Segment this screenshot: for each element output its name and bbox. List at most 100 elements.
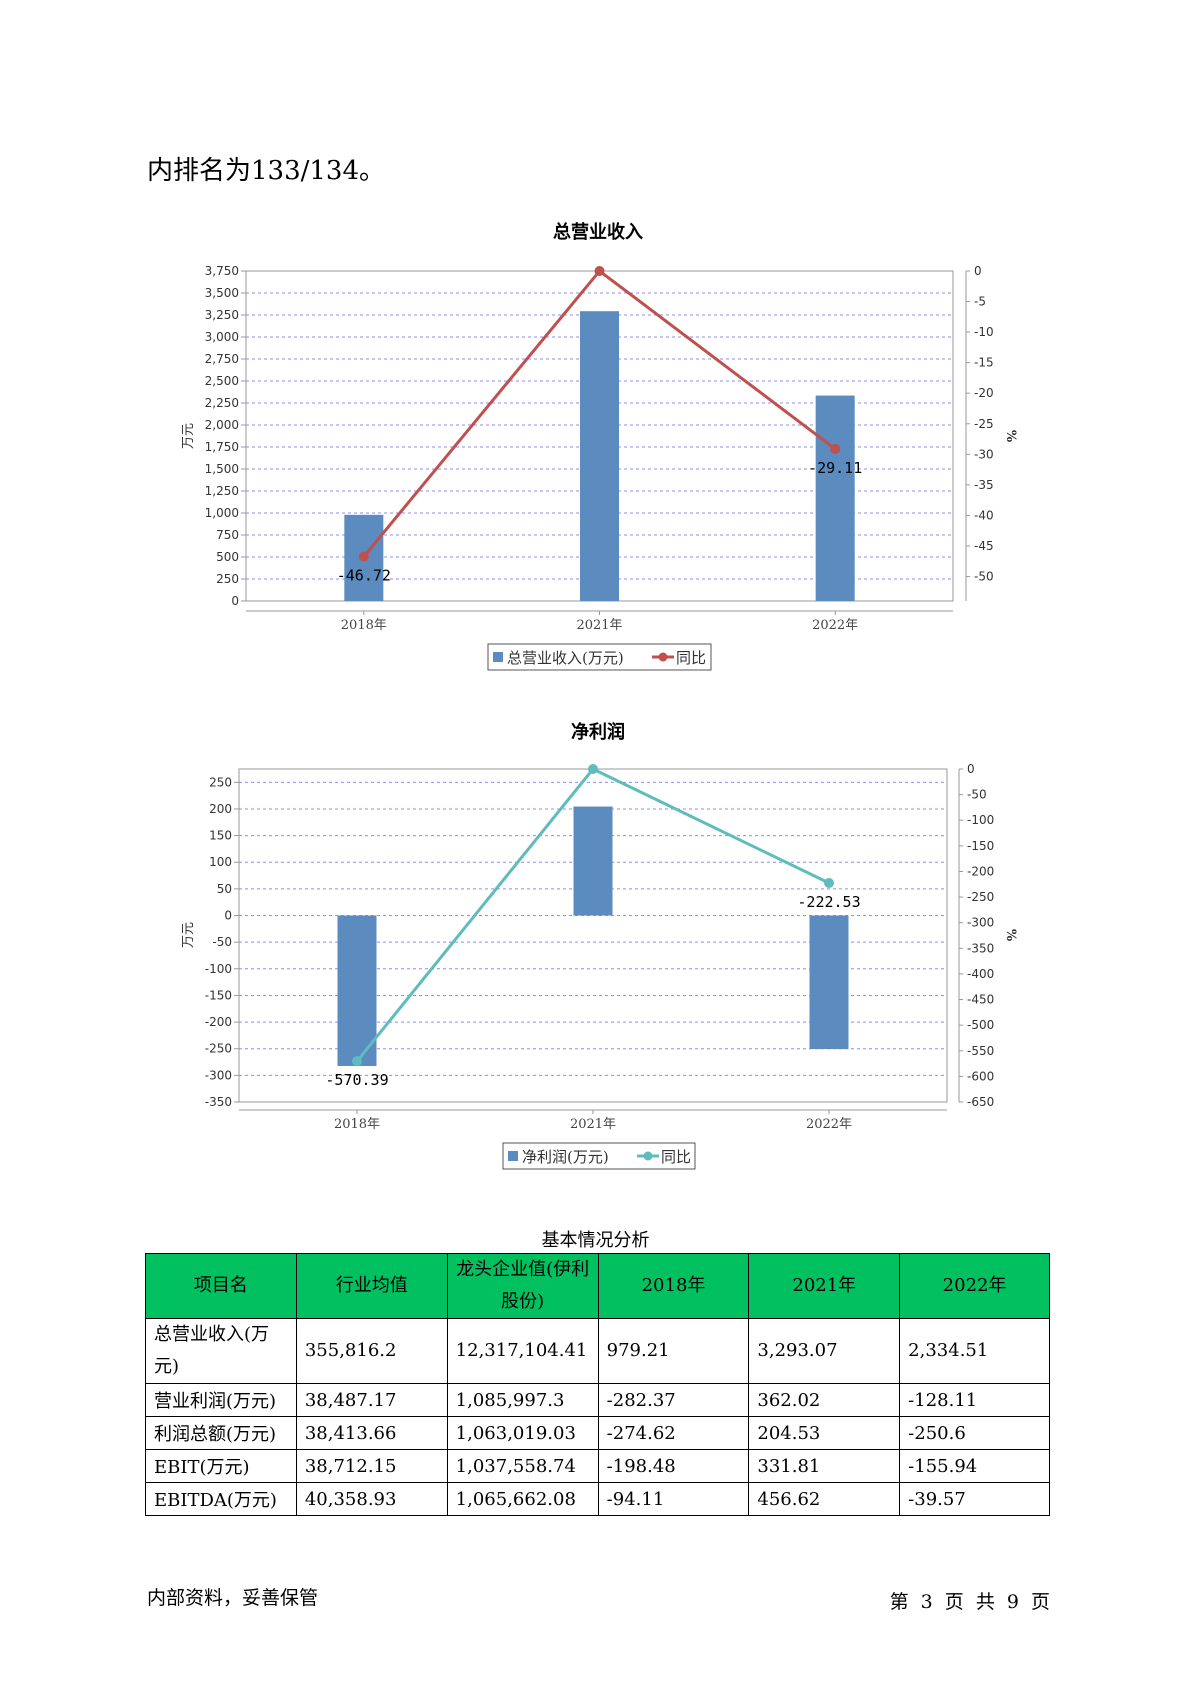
yoy-data-label: -222.53: [797, 893, 860, 911]
revenue-right-ticks: 0 -5 -10 -15 -20 -25 -30 -35 -40 -45 -50: [966, 264, 994, 584]
table-cell: 362.02: [748, 1383, 901, 1417]
left-tick-label: 2,250: [205, 396, 239, 410]
revenue-ylabel-left: 万元: [181, 423, 196, 449]
left-tick-label: 50: [217, 882, 232, 896]
table-cell: 2,334.51: [899, 1318, 1050, 1384]
table-cell: 204.53: [748, 1416, 901, 1450]
right-tick-label: -50: [974, 570, 994, 584]
revenue-legend-bar-swatch: [493, 652, 503, 662]
profit-ylabel-left: 万元: [181, 922, 196, 948]
table-cell: 355,816.2: [295, 1318, 448, 1384]
yoy-point-2021年: [588, 764, 598, 774]
profit-legend-box: [502, 1142, 696, 1170]
right-tick-label: -200: [967, 864, 994, 878]
table-row: 利润总额(万元) 38,413.66 1,063,019.03 -274.62 …: [145, 1416, 1050, 1450]
revenue-yoy-line: -46.72 -29.11: [337, 266, 862, 585]
header-item-name: 项目名: [145, 1253, 297, 1319]
table-cell: 1,065,662.08: [446, 1482, 599, 1516]
table-cell: 总营业收入(万元): [145, 1318, 297, 1384]
revenue-legend-bar-label: 总营业收入(万元): [507, 649, 624, 667]
left-tick-label: 2,500: [205, 374, 239, 388]
right-tick-label: -25: [974, 417, 994, 431]
header-2022: 2022年: [899, 1253, 1050, 1319]
left-tick-label: -300: [205, 1068, 232, 1082]
basic-analysis-table: 项目名 行业均值 龙头企业值(伊利股份) 2018年 2021年 2022年 总…: [145, 1253, 1050, 1516]
yoy-point-2022年: [830, 443, 841, 454]
revenue-left-ticks: 0 250 500 750 1,000 1,250 1,500 1,750 2,000 2,250…: [205, 264, 246, 608]
right-tick-label: -150: [967, 839, 994, 853]
table-cell: 12,317,104.41: [446, 1318, 599, 1384]
right-tick-label: -40: [974, 508, 994, 522]
table-cell: 营业利润(万元): [145, 1383, 297, 1417]
left-tick-label: 250: [209, 775, 232, 789]
left-tick-label: -250: [205, 1042, 232, 1056]
footer-page-number: 第 3 页 共 9 页: [889, 1591, 1050, 1613]
yoy-point-2018年: [358, 551, 369, 562]
right-tick-label: -650: [967, 1095, 994, 1109]
right-tick-label: 0: [967, 762, 975, 776]
left-tick-label: 2,750: [205, 352, 239, 366]
table-cell: 38,413.66: [295, 1416, 448, 1450]
profit-left-ticks: 250 200 150 100 50 0 -50 -100 -150 -200 -250 -300 -3…: [205, 775, 239, 1109]
profit-bars: [337, 806, 849, 1066]
table-cell: 1,037,558.74: [446, 1449, 599, 1483]
revenue-chart-title: 总营业收入: [553, 221, 643, 243]
header-2018: 2018年: [597, 1253, 750, 1319]
profit-chart: 净利润 250 200 150 100 50 0 -50 -100 -150 -200 -250 -3…: [0, 720, 1191, 1180]
right-tick-label: -5: [974, 295, 986, 309]
bar-2021年: [580, 311, 619, 601]
profit-yoy-line: -570.39 -222.53: [325, 764, 861, 1089]
intro-text: 内排名为133/134。: [147, 156, 386, 186]
right-tick-label: -45: [974, 539, 994, 553]
table-cell: 331.81: [748, 1449, 901, 1483]
right-tick-label: -50: [967, 788, 987, 802]
left-tick-label: 3,750: [205, 264, 239, 278]
left-tick-label: 1,000: [205, 506, 239, 520]
right-tick-label: -550: [967, 1044, 994, 1058]
left-tick-label: 200: [209, 802, 232, 816]
profit-legend-bar-label: 净利润(万元): [522, 1148, 609, 1166]
right-tick-label: -35: [974, 478, 994, 492]
yoy-point-2021年: [594, 266, 605, 276]
left-tick-label: 3,500: [205, 286, 239, 300]
table-header-row: 项目名 行业均值 龙头企业值(伊利股份) 2018年 2021年 2022年: [145, 1253, 1050, 1319]
profit-chart-svg: 净利润 250 200 150 100 50 0 -50 -100 -150 -200 -250 -3…: [181, 721, 1018, 1170]
left-tick-label: 150: [209, 829, 232, 843]
left-tick-label: 1,250: [205, 484, 239, 498]
yoy-data-label: -46.72: [337, 567, 391, 585]
profit-x-ticks: 2018年 2021年 2022年: [334, 1110, 852, 1132]
profit-legend-bar-swatch: [508, 1151, 518, 1161]
table-row: EBITDA(万元) 40,358.93 1,065,662.08 -94.11…: [145, 1482, 1050, 1516]
table-cell: -274.62: [597, 1416, 750, 1450]
table-cell: -128.11: [899, 1383, 1050, 1417]
table-cell: 38,487.17: [295, 1383, 448, 1417]
x-tick-label: 2022年: [812, 618, 858, 633]
right-tick-label: -500: [967, 1018, 994, 1032]
right-tick-label: -400: [967, 967, 994, 981]
bar-2022年: [809, 915, 849, 1050]
revenue-ylabel-right: %: [1003, 430, 1018, 443]
table-cell: 456.62: [748, 1482, 901, 1516]
left-tick-label: 0: [224, 909, 232, 923]
left-tick-label: 3,250: [205, 308, 239, 322]
right-tick-label: 0: [974, 264, 982, 278]
left-tick-label: -350: [205, 1095, 232, 1109]
table-row: 总营业收入(万元) 355,816.2 12,317,104.41 979.21…: [145, 1318, 1050, 1384]
left-tick-label: -150: [205, 988, 232, 1002]
x-tick-label: 2022年: [806, 1117, 852, 1132]
profit-legend-line-label: 同比: [661, 1148, 691, 1166]
table-cell: -155.94: [899, 1449, 1050, 1483]
header-2021: 2021年: [748, 1253, 901, 1319]
table-cell: EBITDA(万元): [145, 1482, 297, 1516]
bar-2022年: [815, 395, 855, 601]
left-tick-label: 2,000: [205, 418, 239, 432]
profit-right-ticks: 0 -50 -100 -150 -200 -250 -300 -350 -400 -450 -500…: [959, 762, 994, 1109]
revenue-chart-svg: 总营业收入 0 250 500 750 1,000 1,250 1,500 1,750 2,00…: [181, 221, 1018, 671]
yoy-point-2018年: [352, 1056, 362, 1067]
revenue-legend: 总营业收入(万元) 同比: [487, 643, 712, 671]
left-tick-label: 500: [216, 550, 239, 564]
x-tick-label: 2018年: [341, 618, 387, 633]
table-cell: 1,063,019.03: [446, 1416, 599, 1450]
x-tick-label: 2021年: [576, 618, 622, 633]
revenue-x-ticks: 2018年 2021年 2022年: [341, 611, 858, 633]
